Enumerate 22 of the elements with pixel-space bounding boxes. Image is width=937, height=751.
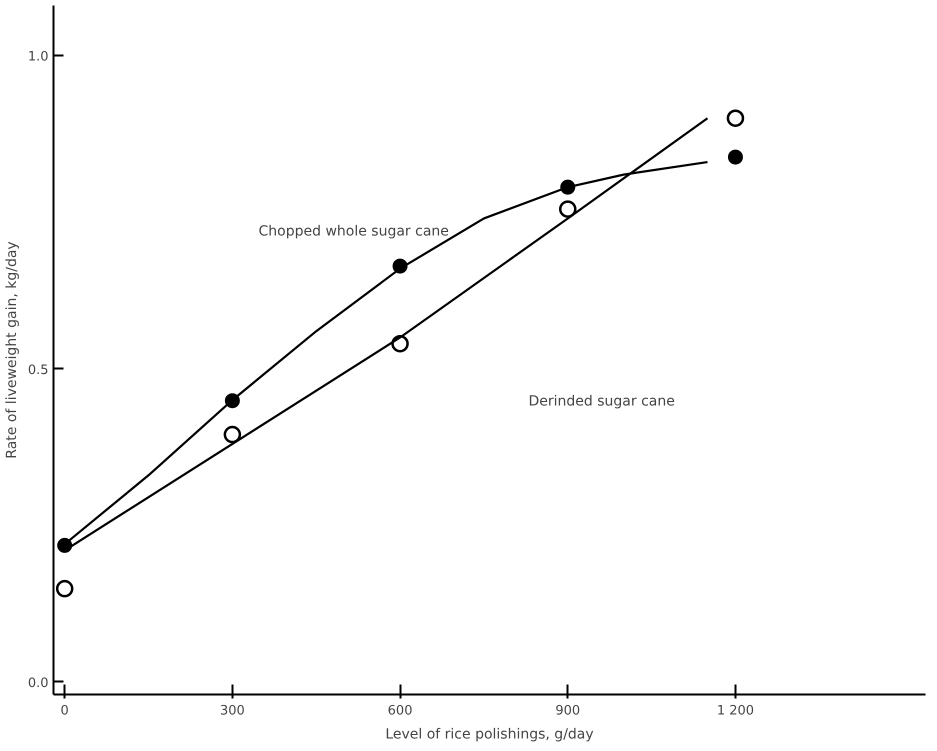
x-tick-label: 900	[555, 704, 580, 718]
x-tick-label: 300	[220, 704, 245, 718]
y-tick-label: 1.0	[28, 50, 49, 65]
x-axis-title: Level of rice polishings, g/day	[385, 726, 594, 742]
point	[391, 335, 409, 352]
point	[57, 538, 72, 553]
point	[56, 580, 74, 598]
point	[392, 258, 408, 274]
point	[726, 110, 744, 127]
point	[224, 426, 242, 444]
x-tick-label: 600	[388, 704, 412, 718]
x-tick-label: 1 200	[716, 704, 754, 718]
point	[559, 200, 577, 218]
annotation: Chopped whole sugar cane	[258, 224, 449, 240]
y-axis-title: Rate of liveweight gain, kg/day	[4, 241, 20, 459]
annotation: Derinded sugar cane	[528, 394, 675, 410]
x-tick-label: 0	[60, 704, 69, 718]
point	[560, 180, 576, 195]
point	[728, 150, 743, 165]
y-tick-label: 0.0	[28, 676, 49, 691]
point	[224, 393, 240, 408]
y-tick-label: 0.5	[28, 362, 49, 378]
